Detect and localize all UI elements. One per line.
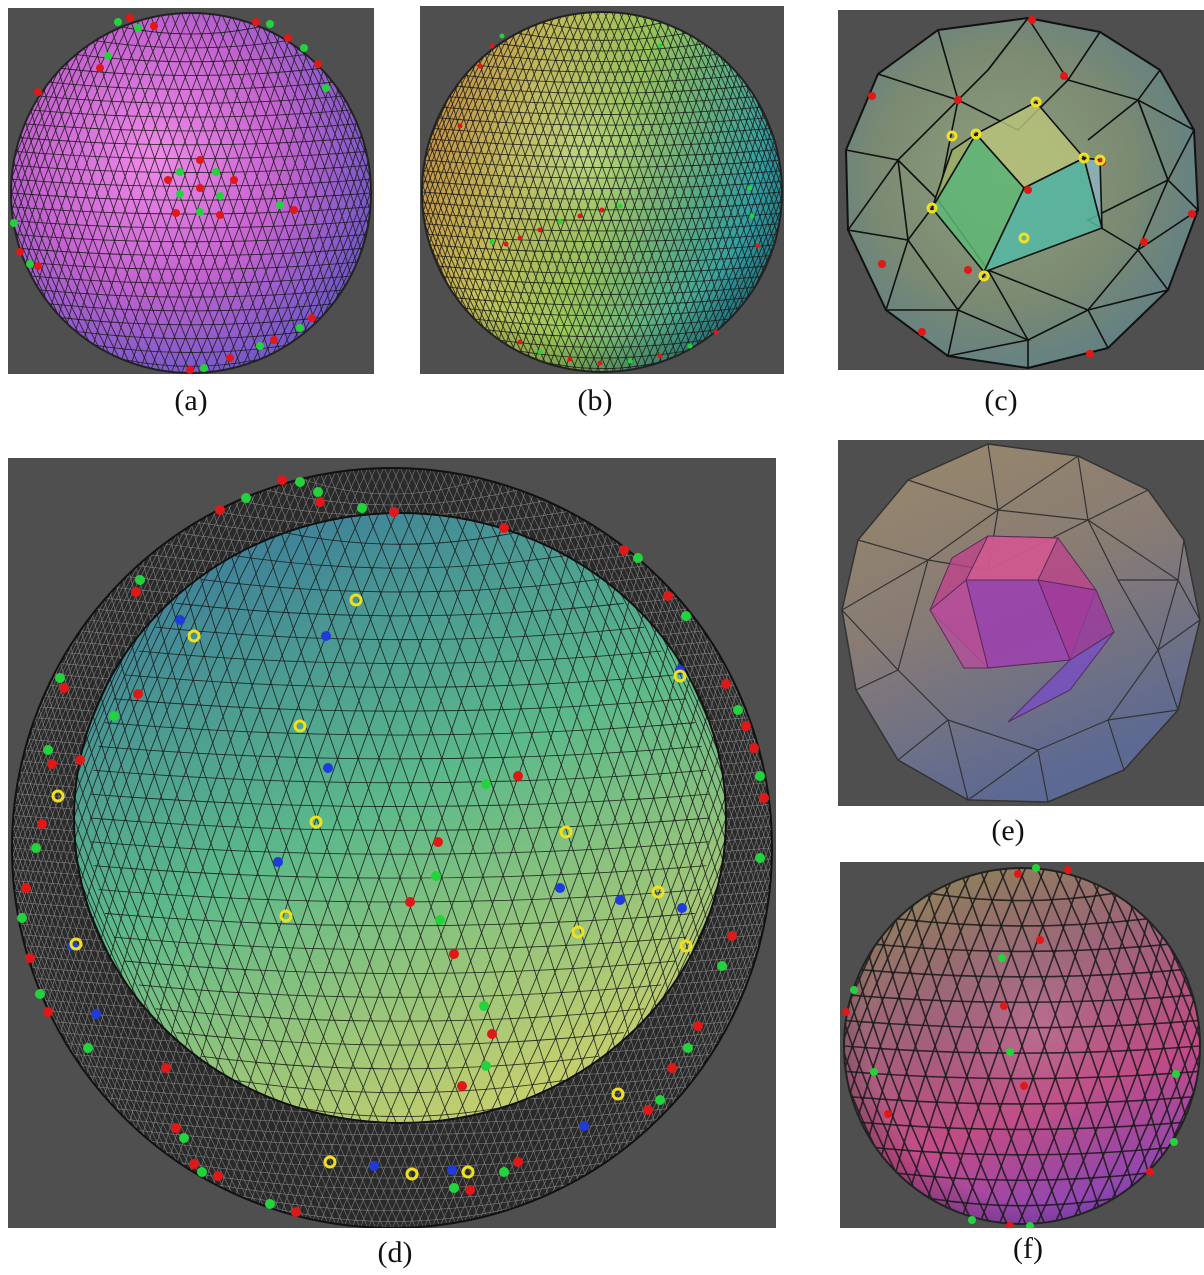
polyhedron-render [844,16,1200,370]
gradient-sphere-render [421,11,783,373]
panel-c-polyhedron-octahedron [838,10,1204,370]
vertex-markers [10,14,330,374]
vertex-markers [842,864,1180,1228]
caption-f: (f) [1013,1232,1043,1265]
caption-a: (a) [174,384,208,417]
polyhedron-render [841,443,1201,803]
caption-c: (c) [984,384,1018,417]
caption-e: (e) [991,814,1025,847]
spherical-shell-render [11,467,773,1228]
vertex-markers [17,475,769,1217]
panel-e-polyhedron-icosahedron [838,440,1204,806]
caption-b: (b) [577,384,613,417]
coarse-sphere-render [842,864,1201,1228]
caption-d: (d) [377,1236,413,1269]
vertex-markers [868,16,1196,358]
panel-b-gradient-sphere [420,6,784,374]
panel-f-pink-olive-sphere [840,862,1204,1228]
panel-d-spherical-shell [8,458,776,1228]
polyhedron-edges [845,16,1200,370]
panel-a-pink-sphere [8,8,374,374]
pink-sphere-render [10,12,372,374]
vertex-markers [457,33,761,366]
inner-icosahedron [929,535,1115,723]
inner-octahedron [931,100,1103,274]
